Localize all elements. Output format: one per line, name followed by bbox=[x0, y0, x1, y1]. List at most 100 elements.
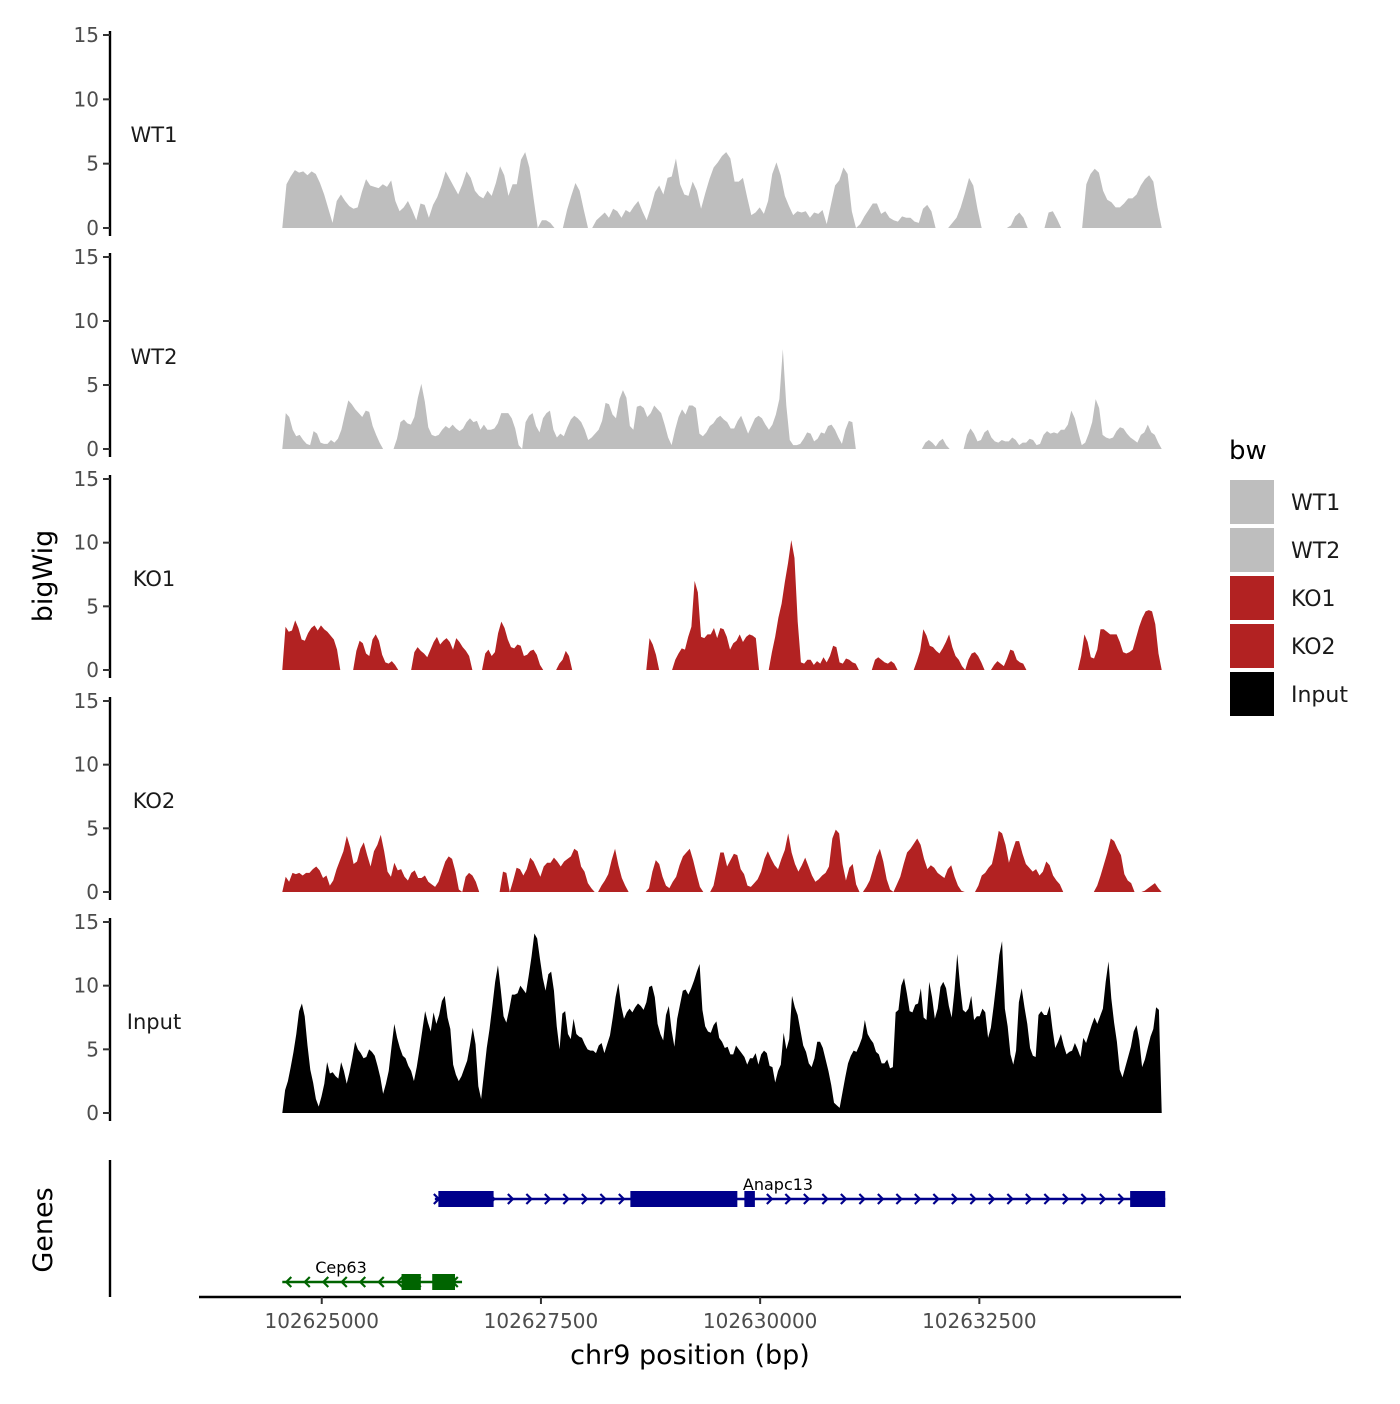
strand-arrow bbox=[303, 1276, 311, 1288]
signal-area-wt2 bbox=[282, 349, 1162, 449]
signal-area-wt1 bbox=[282, 152, 1162, 228]
x-tick-label: 102625000 bbox=[264, 1309, 379, 1333]
x-tick-label: 102632500 bbox=[922, 1309, 1037, 1333]
y-tick-label: 0 bbox=[86, 880, 99, 904]
strand-arrow bbox=[377, 1276, 385, 1288]
strand-arrow bbox=[562, 1193, 570, 1205]
legend-swatch-wt1 bbox=[1230, 480, 1274, 524]
strand-arrow bbox=[951, 1193, 959, 1205]
y-tick-label: 5 bbox=[86, 152, 99, 176]
y-tick-label: 10 bbox=[74, 531, 99, 555]
strand-arrow bbox=[525, 1193, 533, 1205]
gene-exon bbox=[630, 1191, 738, 1207]
y-tick-label: 5 bbox=[86, 1037, 99, 1061]
strand-arrow bbox=[877, 1193, 885, 1205]
track-ko1: 0 5 10 15 KO1 bbox=[74, 467, 1162, 682]
y-tick-label: 15 bbox=[74, 23, 99, 47]
gene-exon bbox=[438, 1191, 494, 1207]
gene-exon bbox=[1130, 1191, 1166, 1207]
strand-arrow bbox=[321, 1276, 330, 1288]
track-label: Input bbox=[127, 1010, 181, 1034]
strand-arrow bbox=[340, 1276, 348, 1288]
legend-swatch-input bbox=[1230, 672, 1274, 716]
genes-panel: Anapc13 Cep63 bbox=[108, 1160, 1166, 1297]
y-tick-label: 0 bbox=[86, 1101, 99, 1125]
legend-title: bw bbox=[1229, 436, 1267, 466]
strand-arrow bbox=[618, 1193, 626, 1205]
strand-arrow bbox=[858, 1193, 866, 1205]
x-tick-label: 102630000 bbox=[703, 1309, 818, 1333]
y-axis-title: bigWig bbox=[28, 530, 59, 623]
track-input: 0 5 10 15 Input bbox=[74, 910, 1162, 1125]
strand-arrow bbox=[821, 1193, 829, 1205]
strand-arrow bbox=[284, 1276, 293, 1288]
strand-arrow bbox=[1117, 1193, 1125, 1205]
track-label: KO2 bbox=[133, 789, 176, 813]
strand-arrow bbox=[988, 1193, 996, 1205]
y-tick-label: 5 bbox=[86, 373, 99, 397]
legend-label-wt1: WT1 bbox=[1291, 491, 1340, 516]
signal-area-ko1 bbox=[282, 540, 1162, 670]
legend-label-wt2: WT2 bbox=[1291, 539, 1340, 564]
strand-arrow bbox=[599, 1193, 607, 1205]
strand-arrow bbox=[895, 1193, 903, 1205]
y-tick-label: 10 bbox=[74, 974, 99, 998]
gene-anapc13: Anapc13 bbox=[433, 1175, 1166, 1207]
y-tick-label: 15 bbox=[74, 245, 99, 269]
legend-label-ko1: KO1 bbox=[1291, 587, 1336, 612]
strand-arrow bbox=[803, 1193, 811, 1205]
y-tick-label: 10 bbox=[74, 87, 99, 111]
strand-arrow bbox=[1006, 1193, 1014, 1205]
y-tick-label: 5 bbox=[86, 594, 99, 618]
legend-swatch-ko2 bbox=[1230, 624, 1274, 668]
y-tick-label: 0 bbox=[86, 658, 99, 682]
gene-label: Cep63 bbox=[315, 1258, 367, 1277]
track-label: WT2 bbox=[131, 345, 178, 369]
y-tick-label: 0 bbox=[86, 216, 99, 240]
strand-arrow bbox=[395, 1276, 404, 1288]
y-tick-label: 15 bbox=[74, 467, 99, 491]
strand-arrow bbox=[1099, 1193, 1107, 1205]
genes-axis-title: Genes bbox=[28, 1187, 59, 1272]
strand-arrow bbox=[969, 1193, 977, 1205]
track-ko2: 0 5 10 15 KO2 bbox=[74, 689, 1162, 904]
legend: bw WT1 WT2 KO1 KO2 Input bbox=[1229, 436, 1348, 716]
x-axis: 102625000 102627500 102630000 102632500 bbox=[199, 1295, 1181, 1333]
gene-label: Anapc13 bbox=[743, 1175, 813, 1194]
y-tick-label: 15 bbox=[74, 910, 99, 934]
strand-arrow bbox=[507, 1193, 515, 1205]
x-tick-label: 102627500 bbox=[484, 1309, 599, 1333]
legend-swatch-wt2 bbox=[1230, 528, 1274, 572]
strand-arrow bbox=[1062, 1193, 1070, 1205]
strand-arrow bbox=[1080, 1193, 1088, 1205]
strand-arrow bbox=[544, 1193, 552, 1205]
track-label: KO1 bbox=[133, 567, 176, 591]
track-wt2: 0 5 10 15 WT2 bbox=[74, 245, 1162, 461]
gene-cep63: Cep63 bbox=[282, 1258, 463, 1290]
gene-exon bbox=[401, 1274, 421, 1290]
strand-arrow bbox=[914, 1193, 922, 1205]
signal-area-ko2 bbox=[282, 829, 1162, 892]
gene-exon bbox=[432, 1274, 456, 1290]
strand-arrow bbox=[358, 1276, 367, 1288]
strand-arrow bbox=[766, 1193, 774, 1205]
signal-area-input bbox=[282, 933, 1162, 1113]
strand-arrow bbox=[1025, 1193, 1033, 1205]
y-tick-label: 5 bbox=[86, 816, 99, 840]
legend-label-input: Input bbox=[1291, 683, 1348, 708]
strand-arrow bbox=[840, 1193, 848, 1205]
gene-exon bbox=[744, 1191, 755, 1207]
legend-swatch-ko1 bbox=[1230, 576, 1274, 620]
signal-panels: 0 5 10 15 WT1 0 5 10 15 WT2 0 5 10 15 KO1 0 5 10 15 KO2 0 5 10… bbox=[74, 23, 1162, 1125]
y-tick-label: 15 bbox=[74, 689, 99, 713]
strand-arrow bbox=[932, 1193, 940, 1205]
track-wt1: 0 5 10 15 WT1 bbox=[74, 23, 1162, 240]
y-tick-label: 0 bbox=[86, 437, 99, 461]
strand-arrow bbox=[784, 1193, 792, 1205]
strand-arrow bbox=[1043, 1193, 1051, 1205]
y-tick-label: 10 bbox=[74, 309, 99, 333]
strand-arrow bbox=[581, 1193, 589, 1205]
y-tick-label: 10 bbox=[74, 753, 99, 777]
